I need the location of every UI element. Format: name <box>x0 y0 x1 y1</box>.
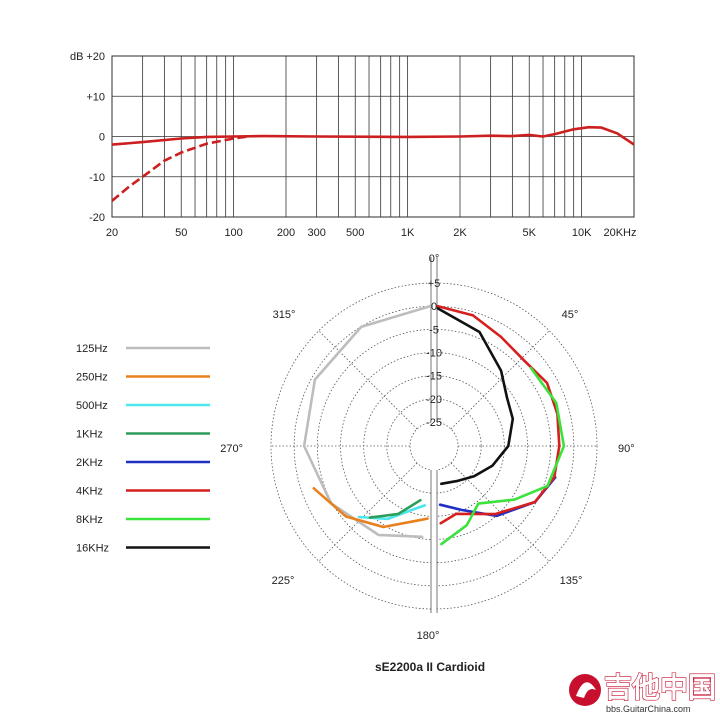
polar-angle-label: 45° <box>562 309 579 321</box>
polar-radial-tick-label: -5 <box>429 324 439 336</box>
watermark: 吉他中国 bbs.GuitarChina.com <box>569 671 717 714</box>
polar-radial-tick-label: -20 <box>426 394 442 406</box>
frequency-x-tick-label: 300 <box>307 227 325 239</box>
legend-label: 250Hz <box>76 372 108 384</box>
polar-axis-gap <box>431 257 437 611</box>
polar-series-125hz <box>302 304 432 539</box>
frequency-x-tick-label: 20 <box>106 227 118 239</box>
polar-ring <box>340 352 528 540</box>
polar-angle-label: 90° <box>618 443 635 455</box>
caption-title: sE2200a II Cardioid <box>375 660 485 674</box>
frequency-x-tick-labels: 20 50 100 200 300 500 1K 2K 5K 10K 20KHz <box>106 227 637 239</box>
frequency-x-tick-label: 20KHz <box>603 227 636 239</box>
watermark-text: 吉他中国 <box>604 672 716 703</box>
legend-label: 125Hz <box>76 343 108 355</box>
watermark-dragon-icon <box>576 682 596 698</box>
frequency-y-tick-label: 0 <box>99 132 105 144</box>
legend-label: 8KHz <box>76 514 103 526</box>
polar-radial-tick-label: +5 <box>428 278 441 290</box>
polar-spoke <box>318 330 418 430</box>
legend-label: 4KHz <box>76 486 103 498</box>
frequency-x-tick-label: 50 <box>175 227 187 239</box>
polar-curves <box>302 304 566 546</box>
polar-series-1khz <box>368 498 422 519</box>
frequency-response-chart: +20+100-10-20 20 50 100 200 300 500 1K 2K 5K 10K 2… <box>70 51 637 239</box>
frequency-x-tick-label: 2K <box>453 227 467 239</box>
polar-grid <box>270 257 598 613</box>
frequency-x-tick-label: 5K <box>523 227 537 239</box>
watermark-url: bbs.GuitarChina.com <box>606 704 691 714</box>
polar-radial-tick-label: -10 <box>426 348 442 360</box>
frequency-y-tick-label: +10 <box>86 91 105 103</box>
frequency-x-tick-label: 500 <box>346 227 364 239</box>
frequency-x-tick-label: 200 <box>277 227 295 239</box>
legend: 125Hz 250Hz 500Hz 1KHz 2KHz 4KHz 8KHz 16KHz <box>76 343 210 555</box>
frequency-series-dashed <box>111 135 248 202</box>
polar-angle-label: 315° <box>273 309 296 321</box>
polar-series-250hz <box>312 487 429 529</box>
polar-radial-tick-label: -25 <box>426 417 442 429</box>
polar-angle-label: 0° <box>429 253 440 265</box>
polar-series-8khz <box>440 366 566 546</box>
polar-spoke <box>318 462 418 562</box>
polar-pattern-chart: +5 0 -5 -10 -15 -20 -25 0° 45° 90° 135° 180° 225° 27… <box>220 253 634 642</box>
frequency-y-tick-label: +20 <box>86 51 105 63</box>
frequency-x-tick-label: 1K <box>401 227 415 239</box>
legend-label: 2KHz <box>76 457 103 469</box>
legend-label: 500Hz <box>76 400 108 412</box>
frequency-y-tick-label: -20 <box>89 212 105 224</box>
frequency-x-tick-label: 10K <box>572 227 592 239</box>
polar-angle-label: 270° <box>220 443 243 455</box>
polar-angle-labels: 0° 45° 90° 135° 180° 225° 270° 315° <box>220 253 634 642</box>
frequency-y-tick-label: -10 <box>89 172 105 184</box>
polar-spoke <box>450 330 550 430</box>
legend-label: 1KHz <box>76 429 103 441</box>
frequency-y-tick-labels: +20 +10 0 -10 -20 <box>86 51 105 224</box>
polar-angle-label: 135° <box>560 575 583 587</box>
polar-series-4khz <box>436 304 561 525</box>
polar-radial-tick-label: -15 <box>426 371 442 383</box>
polar-angle-label: 225° <box>272 575 295 587</box>
polar-series-16khz <box>436 307 515 486</box>
frequency-y-unit-label: dB <box>70 51 83 63</box>
legend-label: 16KHz <box>76 543 109 555</box>
polar-radial-tick-label: 0 <box>431 301 437 313</box>
frequency-curves <box>111 125 635 202</box>
frequency-series-solid <box>111 125 635 146</box>
polar-spoke <box>450 462 550 562</box>
frequency-x-tick-label: 100 <box>224 227 242 239</box>
polar-radial-tick-labels: +5 0 -5 -10 -15 -20 -25 <box>426 278 442 429</box>
polar-angle-label: 180° <box>417 630 440 642</box>
